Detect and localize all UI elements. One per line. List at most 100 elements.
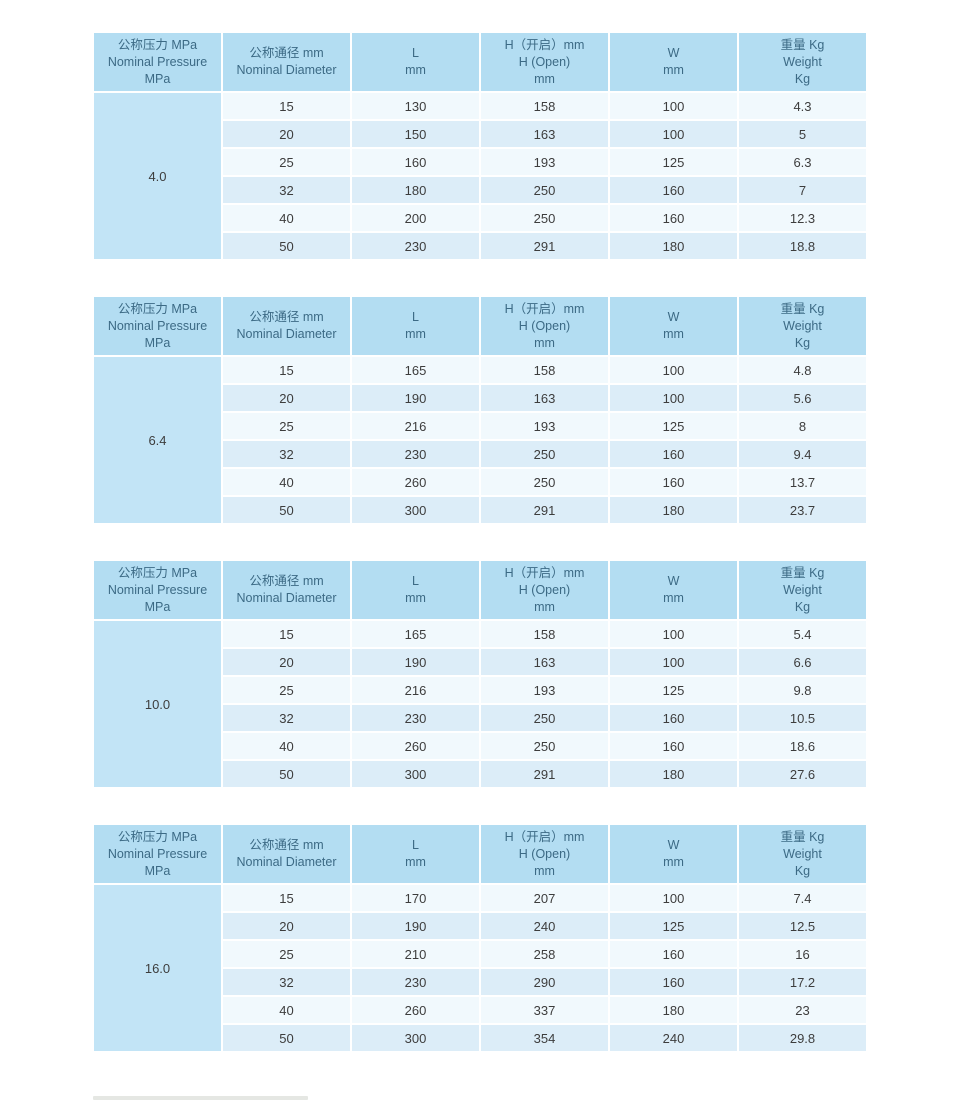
- weight-cell: 18.6: [739, 733, 866, 759]
- height-cell: 193: [481, 677, 608, 703]
- weight-cell: 13.7: [739, 469, 866, 495]
- spec-row: 20 190 163 100 6.6: [94, 649, 866, 675]
- header-nominal-diameter: 公称通径 mm Nominal Diameter: [223, 33, 350, 91]
- length-cell: 130: [352, 93, 479, 119]
- width-cell: 180: [610, 233, 737, 259]
- width-cell: 100: [610, 357, 737, 383]
- header-line-zh: 公称通径 mm: [249, 838, 324, 852]
- spec-row: 25 160 193 125 6.3: [94, 149, 866, 175]
- height-cell: 291: [481, 233, 608, 259]
- height-cell: 158: [481, 93, 608, 119]
- header-line-unit: mm: [663, 591, 684, 605]
- header-line-zh: 公称压力 MPa: [117, 565, 198, 580]
- header-line-symbol: W: [667, 310, 680, 324]
- diameter-cell: 32: [223, 177, 350, 203]
- width-cell: 100: [610, 649, 737, 675]
- weight-cell: 8: [739, 413, 866, 439]
- length-cell: 300: [352, 761, 479, 787]
- header-line-en: H (Open): [518, 318, 571, 333]
- width-cell: 180: [610, 497, 737, 523]
- header-line-symbol: L: [412, 46, 419, 60]
- spec-row: 50 300 354 240 29.8: [94, 1025, 866, 1051]
- width-cell: 100: [610, 121, 737, 147]
- diameter-cell: 20: [223, 385, 350, 411]
- length-cell: 260: [352, 469, 479, 495]
- header-line-en: H (Open): [518, 846, 571, 861]
- spec-row: 32 180 250 160 7: [94, 177, 866, 203]
- height-cell: 207: [481, 885, 608, 911]
- height-cell: 250: [481, 205, 608, 231]
- spec-row: 6.4 15 165 158 100 4.8: [94, 357, 866, 523]
- header-line-unit: mm: [663, 63, 684, 77]
- pressure-group-cell: 16.0: [94, 885, 221, 1051]
- spec-row: 10.0 15 165 158 100 5.4: [94, 621, 866, 787]
- header-line-zh: H（开启）mm: [504, 829, 585, 844]
- header-line-symbol: W: [667, 46, 680, 60]
- weight-cell: 6.3: [739, 149, 866, 175]
- height-cell: 250: [481, 469, 608, 495]
- diameter-cell: 15: [223, 885, 350, 911]
- width-cell: 125: [610, 149, 737, 175]
- spec-row: 20 190 163 100 5.6: [94, 385, 866, 411]
- diameter-cell: 32: [223, 441, 350, 467]
- height-cell: 163: [481, 385, 608, 411]
- header-line-unit: mm: [534, 599, 555, 614]
- header-nominal-diameter: 公称通径 mm Nominal Diameter: [223, 561, 350, 619]
- header-line-unit: mm: [663, 327, 684, 341]
- header-height-open: H（开启）mm H (Open) mm: [481, 825, 608, 883]
- diameter-cell: 20: [223, 913, 350, 939]
- width-cell: 100: [610, 621, 737, 647]
- width-cell: 160: [610, 441, 737, 467]
- header-line-en: H (Open): [518, 582, 571, 597]
- width-cell: 160: [610, 205, 737, 231]
- diameter-cell: 40: [223, 205, 350, 231]
- length-cell: 200: [352, 205, 479, 231]
- header-weight: 重量 Kg Weight Kg: [739, 297, 866, 355]
- weight-cell: 29.8: [739, 1025, 866, 1051]
- weight-cell: 17.2: [739, 969, 866, 995]
- length-cell: 190: [352, 649, 479, 675]
- spec-row: 4.0 15 130 158 100 4.3: [94, 93, 866, 259]
- spec-row: 20 150 163 100 5: [94, 121, 866, 147]
- header-line-zh: 重量 Kg: [780, 565, 825, 580]
- pressure-group-cell: 4.0: [94, 93, 221, 259]
- weight-cell: 12.5: [739, 913, 866, 939]
- diameter-cell: 15: [223, 93, 350, 119]
- header-line-en: H (Open): [518, 54, 571, 69]
- width-cell: 160: [610, 941, 737, 967]
- header-nominal-pressure: 公称压力 MPa Nominal Pressure MPa: [94, 33, 221, 91]
- diameter-cell: 32: [223, 705, 350, 731]
- header-weight: 重量 Kg Weight Kg: [739, 33, 866, 91]
- header-line-zh: 公称压力 MPa: [117, 829, 198, 844]
- spec-row: 50 300 291 180 23.7: [94, 497, 866, 523]
- header-line-zh: H（开启）mm: [504, 565, 585, 580]
- length-cell: 160: [352, 149, 479, 175]
- header-line-unit: mm: [405, 591, 426, 605]
- header-line-en: Nominal Diameter: [236, 63, 337, 77]
- diameter-cell: 40: [223, 469, 350, 495]
- header-line-zh: 重量 Kg: [780, 829, 825, 844]
- header-line-unit: mm: [405, 327, 426, 341]
- length-cell: 165: [352, 621, 479, 647]
- height-cell: 250: [481, 441, 608, 467]
- length-cell: 190: [352, 385, 479, 411]
- header-line-en: Nominal Diameter: [236, 327, 337, 341]
- weight-cell: 4.3: [739, 93, 866, 119]
- length-cell: 300: [352, 1025, 479, 1051]
- length-cell: 190: [352, 913, 479, 939]
- header-line-unit: MPa: [144, 335, 171, 350]
- spec-row: 25 210 258 160 16: [94, 941, 866, 967]
- header-line-unit: mm: [534, 71, 555, 86]
- weight-cell: 7: [739, 177, 866, 203]
- header-line-zh: 重量 Kg: [780, 301, 825, 316]
- length-cell: 260: [352, 733, 479, 759]
- header-length: L mm: [352, 561, 479, 619]
- header-line-symbol: L: [412, 838, 419, 852]
- spec-table: 公称压力 MPa Nominal Pressure MPa 公称通径 mm No…: [92, 823, 868, 1053]
- header-width: W mm: [610, 297, 737, 355]
- header-line-unit: mm: [534, 863, 555, 878]
- length-cell: 300: [352, 497, 479, 523]
- width-cell: 100: [610, 885, 737, 911]
- height-cell: 158: [481, 621, 608, 647]
